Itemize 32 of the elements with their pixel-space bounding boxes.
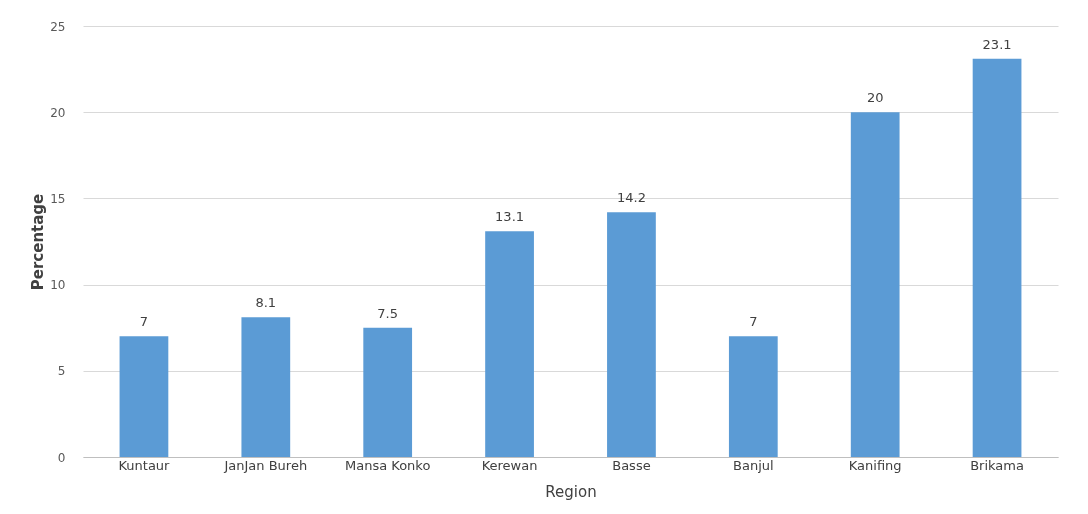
y-tick-label: 5 [57,364,66,379]
data-label: 13.1 [495,209,525,225]
bar [485,231,534,457]
bar [241,317,291,457]
bar [972,58,1022,457]
x-tick-label: Banjul [733,457,774,473]
y-tick-label: 0 [57,450,66,465]
x-tick-label: JanJan Bureh [223,457,308,473]
bar [850,112,900,457]
data-label: 7 [139,314,149,330]
data-label: 23.1 [982,36,1012,52]
data-label: 7 [749,314,758,330]
y-axis-title: Percentage [29,193,48,291]
x-tick-label: Basse [612,457,651,473]
y-tick-label: 10 [50,278,66,293]
bar [363,327,413,457]
bar [728,336,778,457]
data-label: 20 [866,90,884,106]
x-tick-label: Kuntaur [118,457,171,473]
data-label: 8.1 [255,295,277,311]
x-tick-label: Brikama [970,457,1024,473]
x-axis-title: Region [545,482,597,501]
bar [607,212,656,457]
x-tick-label: Kerewan [481,457,538,473]
x-tick-label: Mansa Konko [344,457,431,473]
data-label: 14.2 [616,190,646,206]
y-tick-label: 15 [50,191,66,206]
bar [119,336,169,457]
y-tick-label: 25 [50,19,66,34]
x-tick-label: Kanifing [848,457,902,473]
y-tick-label: 20 [50,105,66,120]
data-label: 7.5 [377,305,399,321]
